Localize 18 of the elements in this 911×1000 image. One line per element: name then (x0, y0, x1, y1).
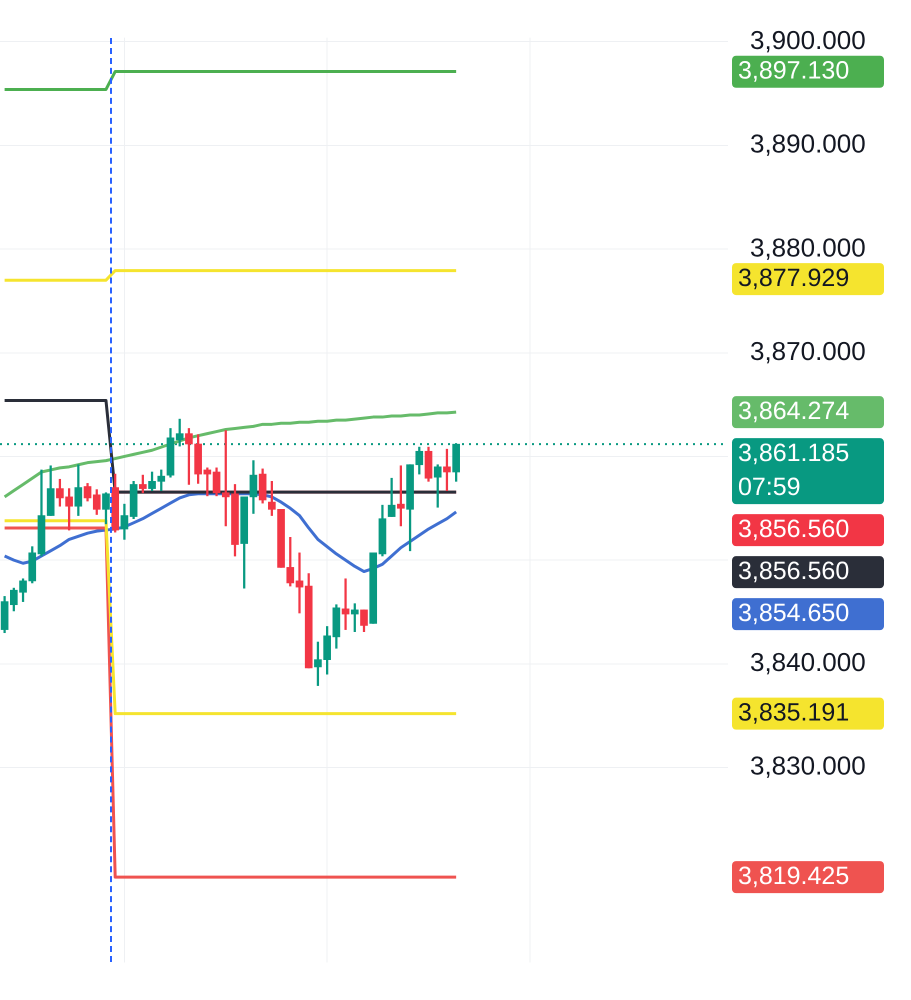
y-tick-label: 3,890.000 (750, 128, 866, 159)
text: 3,819.425 (738, 862, 850, 890)
y-tick-label: 3,870.000 (750, 336, 866, 366)
text: 3,897.130 (738, 56, 850, 85)
candlestick (397, 465, 405, 526)
y-tick-label: 3,840.000 (750, 646, 866, 677)
text: 3,877.929 (738, 264, 850, 292)
y-tick-label: 3,880.000 (750, 232, 866, 262)
text: 3,854.650 (738, 599, 850, 628)
candlestick (350, 603, 359, 632)
text: 07:59 (738, 473, 801, 502)
text: 3,856.560 (738, 557, 850, 586)
text: 3,864.274 (738, 397, 850, 426)
y-tick-label: 3,900.000 (750, 24, 866, 55)
text: 3,856.560 (738, 515, 850, 544)
ref-line-label: 3,861.185 (738, 439, 850, 468)
y-tick-label: 3,830.000 (750, 750, 866, 781)
text: 3,835.191 (738, 698, 850, 727)
